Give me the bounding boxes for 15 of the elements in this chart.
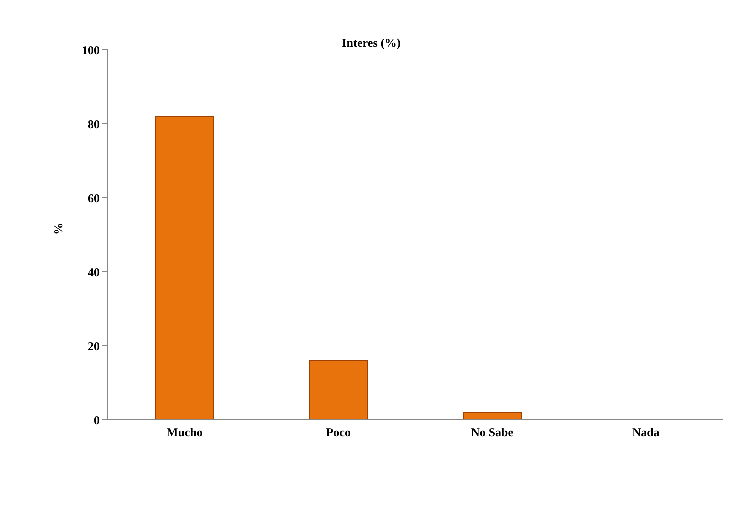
y-tick-label: 100 [82,43,100,58]
bar [309,360,368,420]
y-tick-label: 80 [88,117,100,132]
x-tick-label: Poco [326,426,351,440]
x-tick-label: Mucho [166,426,203,440]
y-axis-title: % [51,223,66,235]
chart-title: Interes (%) [342,36,401,50]
y-tick-label: 60 [88,191,100,206]
x-tick-label: No Sabe [471,426,514,440]
y-tick-label: 20 [88,339,100,354]
bar [463,412,522,420]
y-tick-label: 40 [88,265,100,280]
bar [156,116,214,420]
x-tick-label: Nada [632,426,660,440]
y-tick-label: 0 [94,413,100,428]
